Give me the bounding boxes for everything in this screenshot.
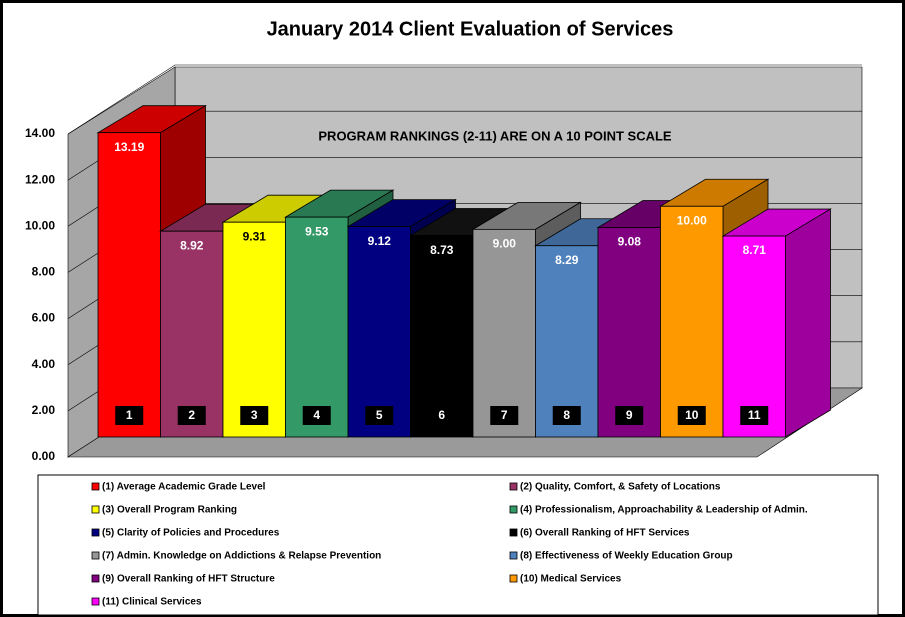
legend-label: (11) Clinical Services [102, 597, 202, 608]
value-label: 9.00 [493, 237, 517, 251]
y-tick-label: 2.00 [32, 403, 56, 417]
bar [535, 245, 599, 438]
y-tick-label: 6.00 [32, 311, 56, 325]
category-box [615, 406, 644, 425]
legend-swatch [509, 505, 518, 514]
y-tick-label: 0.00 [32, 449, 56, 463]
bar [97, 132, 161, 438]
grid-line [67, 64, 862, 135]
legend-swatch [91, 551, 100, 560]
chart-title: January 2014 Client Evaluation of Servic… [267, 18, 674, 40]
annotation: PROGRAM RANKINGS (2-11) ARE ON A 10 POIN… [318, 128, 672, 143]
category-box [490, 406, 519, 425]
y-tick-label: 12.00 [25, 172, 55, 186]
legend-label: (7) Admin. Knowledge on Addictions & Rel… [102, 551, 381, 562]
category-label: 2 [188, 408, 195, 422]
category-box [115, 406, 144, 425]
y-tick-label: 8.00 [32, 265, 56, 279]
legend-label: (8) Effectiveness of Weekly Education Gr… [520, 551, 733, 562]
legend-label: (6) Overall Ranking of HFT Services [520, 528, 690, 539]
value-label: 9.53 [305, 224, 329, 238]
bar [347, 226, 411, 438]
bar-side [785, 208, 831, 438]
category-label: 11 [748, 408, 761, 422]
category-label: 9 [626, 408, 633, 422]
value-label: 8.73 [430, 243, 454, 257]
legend-label: (5) Clarity of Policies and Procedures [102, 528, 280, 539]
bar [722, 235, 786, 438]
bar [160, 230, 224, 438]
legend-label: (2) Quality, Comfort, & Safety of Locati… [520, 482, 721, 493]
category-label: 3 [251, 408, 258, 422]
legend-swatch [91, 597, 100, 606]
legend-label: (9) Overall Ranking of HFT Structure [102, 574, 275, 585]
value-label: 9.12 [368, 234, 392, 248]
y-tick-label: 14.00 [25, 126, 55, 140]
category-label: 4 [313, 408, 320, 422]
category-box [302, 406, 331, 425]
category-box [177, 406, 206, 425]
category-label: 5 [376, 408, 383, 422]
value-label: 13.19 [114, 140, 144, 154]
y-tick-label: 10.00 [25, 218, 55, 232]
category-label: 6 [438, 408, 445, 422]
legend-label: (3) Overall Program Ranking [102, 505, 237, 516]
legend-swatch [91, 528, 100, 537]
legend-swatch [509, 482, 518, 491]
value-label: 10.00 [677, 213, 707, 227]
legend-swatch [91, 482, 100, 491]
legend [37, 474, 879, 616]
legend-swatch [509, 551, 518, 560]
legend-swatch [91, 574, 100, 583]
legend-label: (4) Professionalism, Approachability & L… [520, 505, 808, 516]
value-label: 9.08 [618, 235, 642, 249]
value-label: 8.29 [555, 253, 579, 267]
bar [410, 235, 474, 438]
legend-swatch [509, 528, 518, 537]
value-label: 8.92 [180, 238, 204, 252]
y-tick-label: 4.00 [32, 357, 56, 371]
legend-swatch [509, 574, 518, 583]
category-box [427, 406, 456, 425]
category-box [240, 406, 269, 425]
value-label: 9.31 [243, 229, 267, 243]
category-label: 8 [563, 408, 570, 422]
bar [285, 216, 349, 438]
legend-swatch [91, 505, 100, 514]
legend-label: (10) Medical Services [520, 574, 622, 585]
category-box [677, 406, 706, 425]
bar [597, 227, 661, 438]
legend-label: (1) Average Academic Grade Level [102, 482, 266, 493]
bar [472, 228, 536, 438]
value-label: 8.71 [743, 243, 767, 257]
category-label: 7 [501, 408, 508, 422]
category-label: 1 [126, 408, 133, 422]
category-box [552, 406, 581, 425]
category-box [740, 406, 769, 425]
category-box [365, 406, 394, 425]
category-label: 10 [685, 408, 699, 422]
bar [660, 205, 724, 438]
bar [222, 221, 286, 438]
